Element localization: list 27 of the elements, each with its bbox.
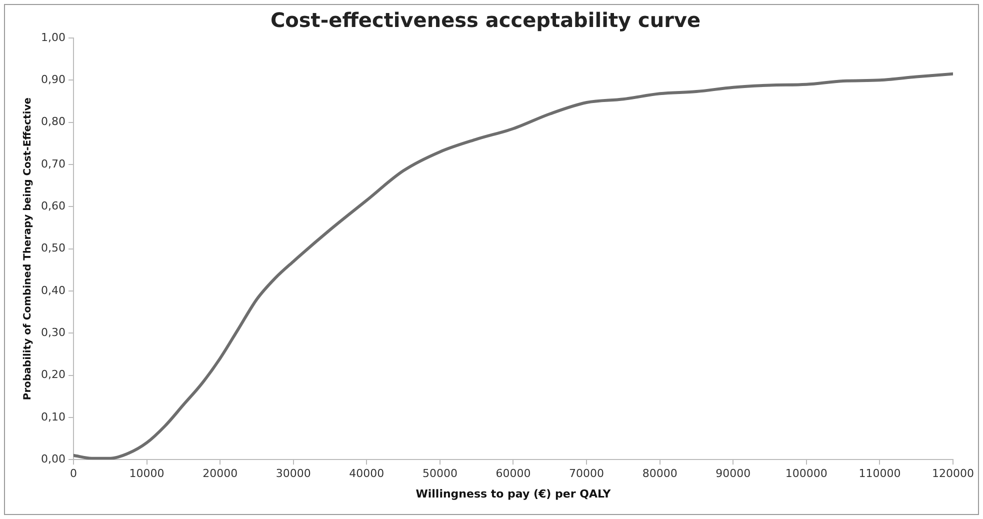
x-axis-title: Willingness to pay (€) per QALY [416, 487, 612, 500]
y-axis-title: Probability of Combined Therapy being Cost-Effective [22, 97, 34, 400]
x-tick-label: 90000 [716, 467, 751, 480]
x-tick-label: 80000 [642, 467, 678, 480]
y-tick-label: 0,40 [40, 284, 66, 297]
y-tick-label: 1,00 [40, 30, 66, 44]
y-tick-label: 0,70 [40, 157, 66, 170]
y-tick-label: 0,80 [40, 115, 66, 128]
x-tick-label: 110000 [858, 467, 901, 480]
y-tick-label: 0,60 [40, 200, 66, 212]
x-tick-label: 20000 [202, 467, 238, 480]
x-tick-label: 70000 [569, 467, 604, 480]
x-tick-label: 40000 [349, 467, 384, 480]
y-tick-label: 0,30 [40, 326, 66, 339]
x-tick-label: 60000 [496, 467, 531, 480]
y-tick-label: 0,90 [40, 73, 66, 86]
x-tick-label: 30000 [276, 467, 311, 480]
x-tick-label: 50000 [422, 467, 458, 480]
y-tick-label: 0,50 [40, 242, 66, 255]
x-tick-label: 100000 [785, 467, 828, 480]
y-tick-label: 0,20 [40, 368, 66, 382]
y-tick-label: 0,10 [40, 410, 66, 424]
y-tick-label: 0,00 [40, 452, 66, 466]
x-tick-label: 120000 [932, 467, 974, 480]
x-tick-label: 0 [70, 467, 77, 480]
chart-title: Cost-effectiveness acceptability curve [270, 8, 701, 32]
x-tick-label: 10000 [129, 467, 164, 480]
